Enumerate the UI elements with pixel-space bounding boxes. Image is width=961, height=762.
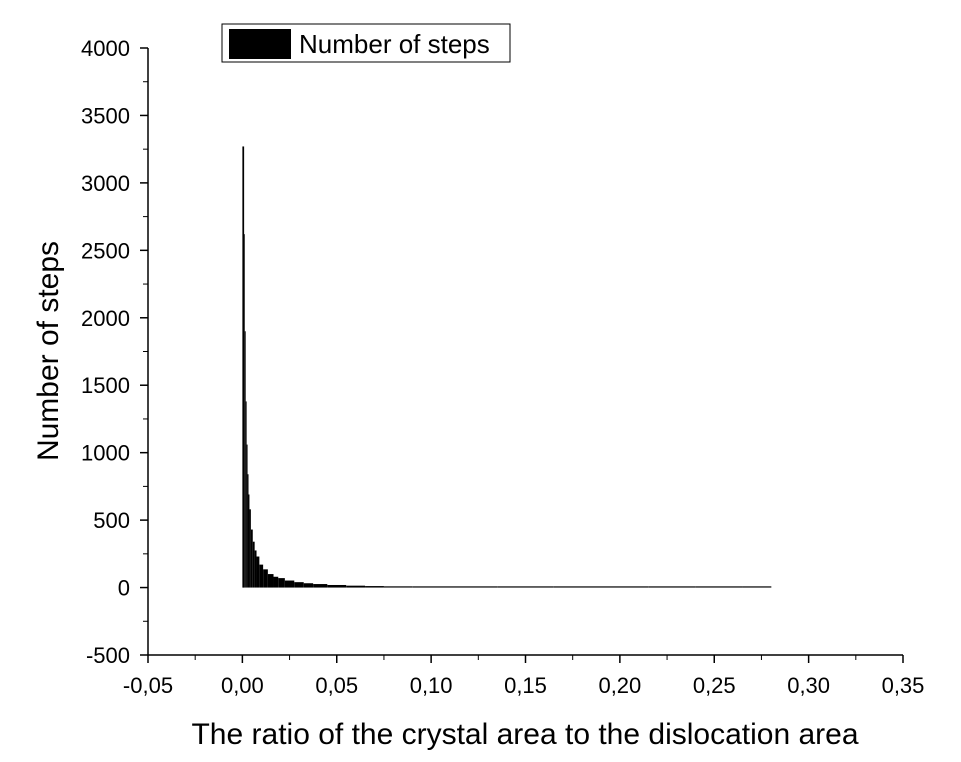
legend: Number of steps [221,23,511,63]
bar [249,509,251,588]
bar [247,474,249,588]
bar [497,586,554,588]
bar [365,586,384,588]
bar [601,586,649,588]
bar [246,444,248,588]
bar [259,564,264,588]
bars-layer [242,146,772,588]
y-tick-label: 500 [93,508,130,533]
bar [450,586,498,588]
bar [245,401,247,588]
axes-layer: -0,05 0,00 0,05 0,10 0,15 0,20 0,25 0,30 0,35 -50… [81,36,924,698]
bar [252,541,255,588]
y-tick-label: 1000 [81,441,130,466]
bar [553,586,601,588]
bar [243,234,245,588]
y-tick-label: 2500 [81,238,130,263]
x-tick-label: -0,05 [123,673,173,698]
y-axis-label: Number of steps [32,241,65,461]
y-tick-label: 3000 [81,171,130,196]
bar [313,584,328,588]
x-tick-label: 0,15 [504,673,547,698]
bar [294,582,304,588]
bar [346,585,366,588]
bar [256,556,260,588]
bar [383,586,413,588]
x-tick-label: 0,30 [787,673,830,698]
x-tick-label: 0,10 [410,673,453,698]
bar [273,576,279,588]
bar [278,578,285,588]
bar [303,583,314,588]
y-tick-label: 0 [118,576,130,601]
x-tick-label: 0,35 [882,673,925,698]
x-tick-label: 0,05 [315,673,358,698]
bar [250,529,253,588]
bar [695,586,743,588]
legend-entry-label: Number of steps [299,29,490,59]
bar [244,331,246,588]
bar [327,584,347,588]
y-tick-label: -500 [86,643,130,668]
bar [742,586,772,588]
bar [412,586,450,588]
y-tick-label: 2000 [81,306,130,331]
x-tick-label: 0,00 [221,673,264,698]
legend-swatch [229,29,291,59]
y-tick-label: 1500 [81,373,130,398]
x-axis-label: The ratio of the crystal area to the dis… [191,718,858,751]
bar [263,569,268,588]
bar [284,580,295,588]
y-tick-label: 3500 [81,103,130,128]
x-tick-label: 0,25 [693,673,736,698]
bar [254,550,257,588]
bar [648,586,696,588]
bar [267,574,274,588]
y-tick-label: 4000 [81,36,130,61]
x-tick-label: 0,20 [598,673,641,698]
bar-peak [242,146,245,588]
bar [248,494,250,588]
